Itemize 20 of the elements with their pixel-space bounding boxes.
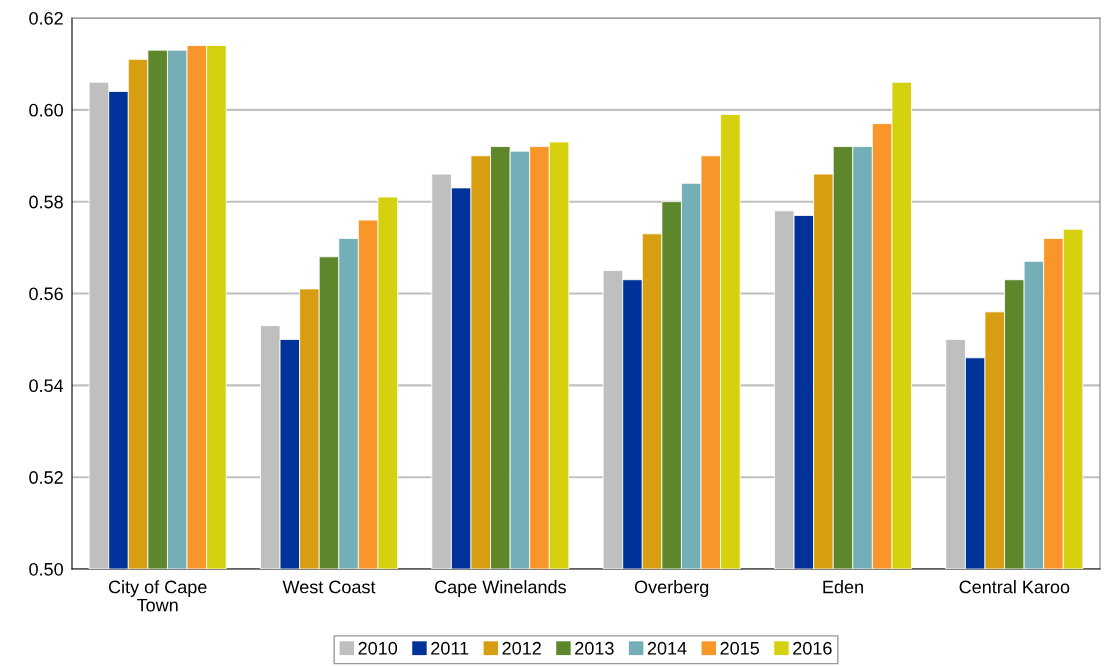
legend-label: 2011 <box>431 641 469 655</box>
x-tick-label: West Coast <box>282 580 376 594</box>
legend-label: 2013 <box>575 641 614 655</box>
x-tick-label: Central Karoo <box>959 580 1070 594</box>
y-tick-label: 0.56 <box>29 287 63 301</box>
x-tick-label: Cape Winelands <box>435 580 566 597</box>
legend-label: 2016 <box>793 641 832 655</box>
x-tick-label: Overberg <box>634 580 709 597</box>
y-tick-label: 0.62 <box>29 11 63 25</box>
y-tick-label: 0.52 <box>29 471 63 484</box>
legend-label: 2014 <box>647 641 687 655</box>
legend-label: 2012 <box>502 641 541 655</box>
y-tick-label: 0.54 <box>29 379 64 393</box>
y-tick-label: 0.58 <box>29 195 63 209</box>
x-tick-label: Eden <box>823 580 863 594</box>
x-tick-label: City of Cape Town <box>108 580 207 612</box>
y-tick-label: 0.60 <box>29 103 63 117</box>
y-tick-label: 0.50 <box>29 562 63 576</box>
legend-label: 2010 <box>358 641 398 655</box>
legend-label: 2015 <box>720 641 760 655</box>
